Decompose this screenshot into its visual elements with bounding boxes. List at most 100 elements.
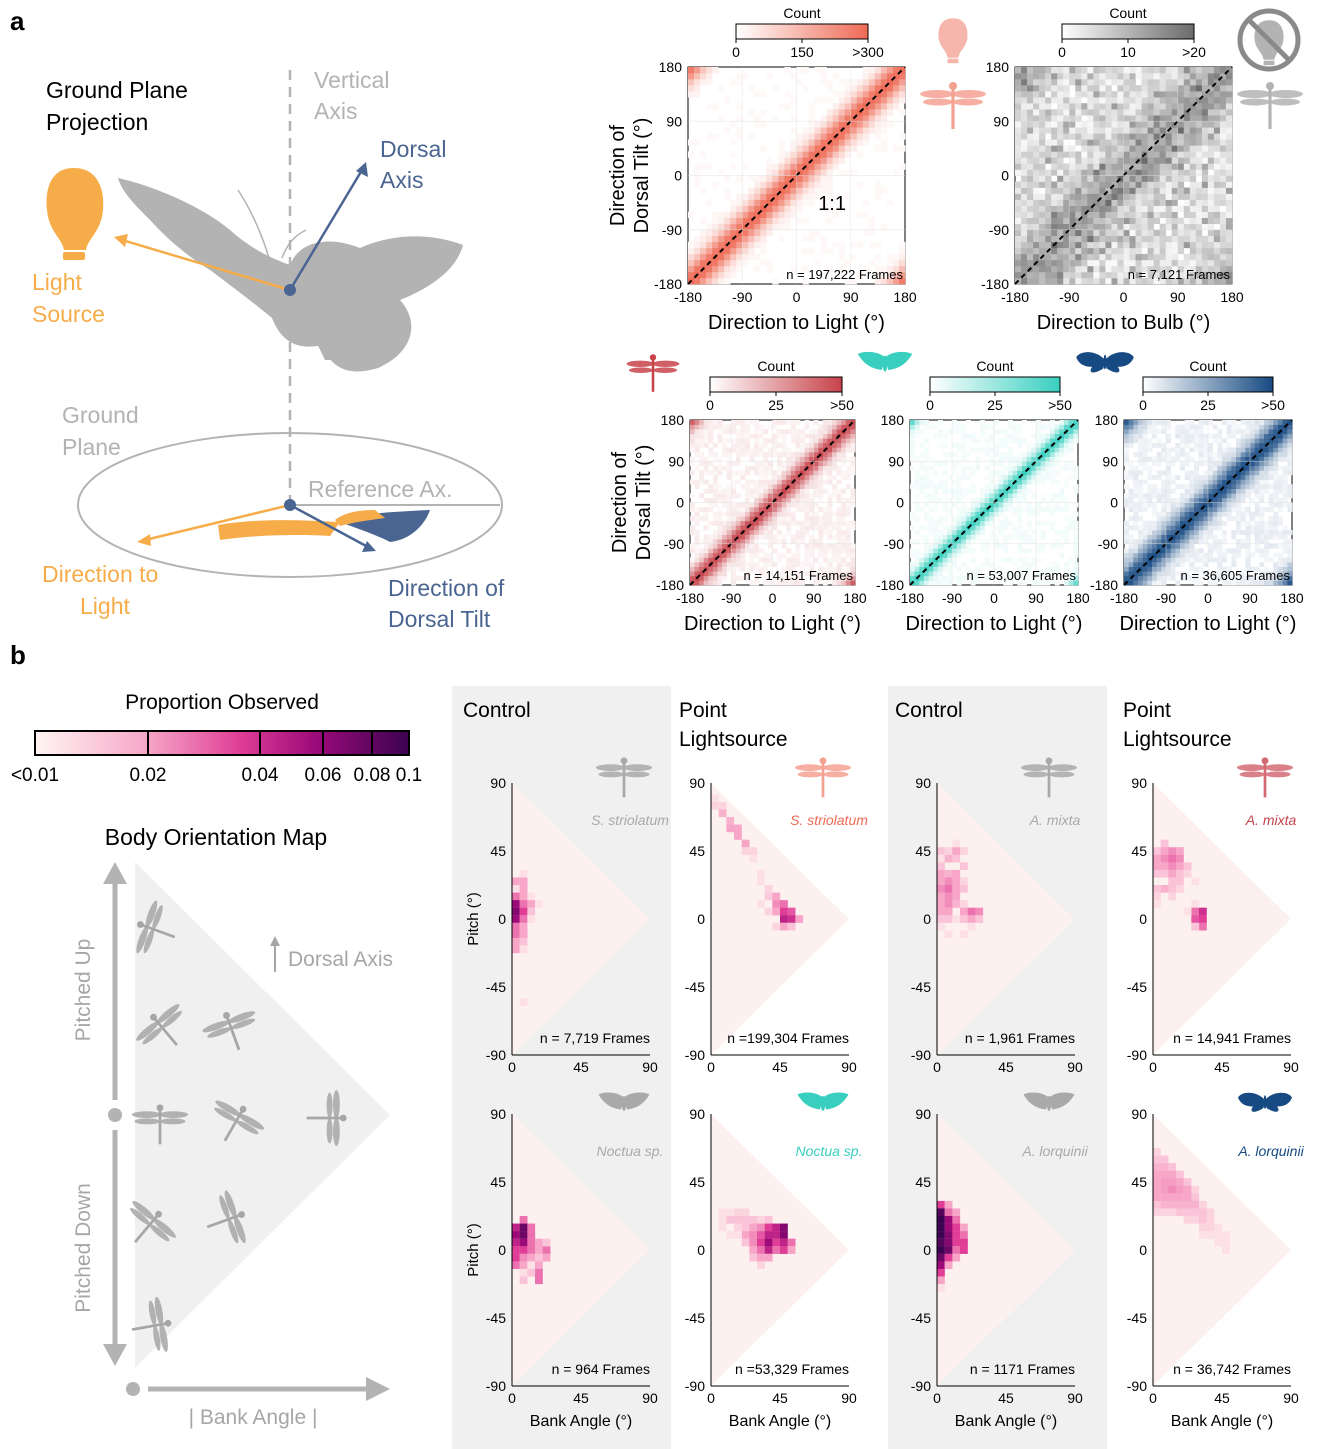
heatmap-cell (1153, 103, 1160, 110)
heatmap-cell (1021, 109, 1028, 116)
heatmap-cell (1170, 475, 1176, 480)
heatmap-cell (1117, 247, 1124, 255)
heatmap-cell (1040, 507, 1046, 512)
heatmap-cell (804, 493, 810, 499)
heatmap-cell (1180, 543, 1185, 549)
heatmap-cell (1201, 241, 1209, 249)
heatmap-cell (1021, 205, 1028, 212)
heatmap-cell (730, 163, 737, 170)
x-tick-label: -90 (1059, 289, 1079, 305)
heatmap-cell (786, 511, 792, 517)
heatmap-cell (933, 497, 939, 503)
heatmap-cell (924, 534, 929, 540)
heatmap-cell (836, 424, 842, 430)
heatmap-cell (1195, 229, 1203, 237)
y-tick-label: 180 (881, 412, 905, 428)
heatmap-cell (1057, 121, 1064, 128)
heatmap-cell (795, 484, 801, 490)
heatmap-cell (1287, 420, 1293, 425)
heatmap-cell (1059, 497, 1065, 503)
heatmap-cell (966, 530, 971, 535)
heatmap-cell (910, 539, 915, 545)
heatmap-cell (1087, 163, 1094, 170)
heatmap-cell (928, 456, 934, 462)
heatmap-cell (933, 534, 939, 540)
heatmap-cell (1259, 520, 1265, 526)
heatmap-cell (790, 502, 796, 508)
heatmap-cell (1117, 115, 1124, 122)
heatmap-cell (1231, 497, 1237, 503)
heatmap-cell (1021, 151, 1028, 158)
heatmap-cell (1219, 97, 1227, 104)
heatmap-cell (722, 502, 727, 508)
heatmap-cell (690, 442, 695, 448)
heatmap-cell (781, 543, 787, 549)
heatmap-cell (1201, 181, 1209, 188)
colorbar-tick-label: 0 (706, 397, 714, 413)
heatmap-cell (814, 259, 821, 267)
heatmap-cell (956, 534, 962, 540)
heatmap-cell (1027, 271, 1034, 279)
heatmap-cell (1213, 193, 1221, 200)
heatmap-cell (1123, 271, 1130, 279)
heatmap-cell (1069, 229, 1076, 237)
heatmap-cell (1189, 139, 1197, 146)
heatmap-cell (1003, 534, 1009, 540)
heatmap-cell (1039, 151, 1046, 158)
heatmap-cell (1147, 133, 1154, 140)
heatmap-cell (1147, 497, 1153, 503)
heatmap-cell (1236, 507, 1241, 512)
heatmap-cell (1245, 525, 1251, 531)
heatmap-cell (928, 507, 934, 512)
heatmap-cell (874, 187, 882, 194)
heatmap-cell (938, 575, 943, 581)
heatmap-cell (778, 187, 785, 194)
heatmap-cell (886, 97, 894, 104)
heatmap-cell (1111, 115, 1118, 122)
heatmap-cell (1075, 247, 1082, 255)
heatmap-cell (690, 420, 695, 425)
heatmap-cell (1093, 67, 1100, 74)
heatmap-cell (1153, 241, 1160, 249)
colorbar-tick-label: >20 (1182, 44, 1206, 60)
heatmap-cell (1175, 571, 1181, 577)
heatmap-cell (1240, 429, 1246, 435)
heatmap-cell (1081, 103, 1088, 110)
heatmap-cell (722, 429, 727, 435)
y-tick-label: -180 (876, 577, 904, 593)
heatmap-cell (845, 447, 851, 453)
heatmap-cell (1226, 497, 1232, 503)
heatmap-cell (1017, 452, 1023, 457)
heatmap-cell (1273, 534, 1279, 540)
heatmap-cell (1153, 145, 1160, 152)
heatmap-cell (1075, 85, 1082, 92)
heatmap-cell (914, 566, 920, 572)
heatmap-cell (1138, 484, 1143, 490)
heatmap-cell (1147, 552, 1153, 558)
heatmap-cell (841, 456, 847, 462)
heatmap-cell (998, 575, 1004, 581)
heatmap-cell (1050, 452, 1055, 457)
heatmap-cell (712, 511, 718, 517)
heatmap-cell (822, 575, 828, 581)
heatmap-cell (966, 488, 971, 494)
heatmap-cell (938, 557, 943, 563)
heatmap-cell (1054, 456, 1060, 462)
heatmap-cell (1189, 507, 1195, 512)
heatmap-cell (1208, 452, 1213, 457)
heatmap-cell (1195, 133, 1203, 140)
heatmap-cell (736, 241, 743, 249)
heatmap-cell (1064, 452, 1069, 457)
heatmap-cell (767, 465, 773, 471)
heatmap-cell (1129, 199, 1136, 206)
heatmap-cell (1051, 121, 1058, 128)
heatmap-cell (718, 277, 725, 285)
heatmap-cell (1245, 470, 1251, 476)
heatmap-cell (767, 438, 773, 444)
heatmap-cell (1207, 229, 1215, 237)
heatmap-cell (724, 271, 731, 279)
heatmap-cell (1245, 511, 1251, 517)
heatmap-cell (989, 566, 995, 572)
heatmap-cell (1021, 121, 1028, 128)
